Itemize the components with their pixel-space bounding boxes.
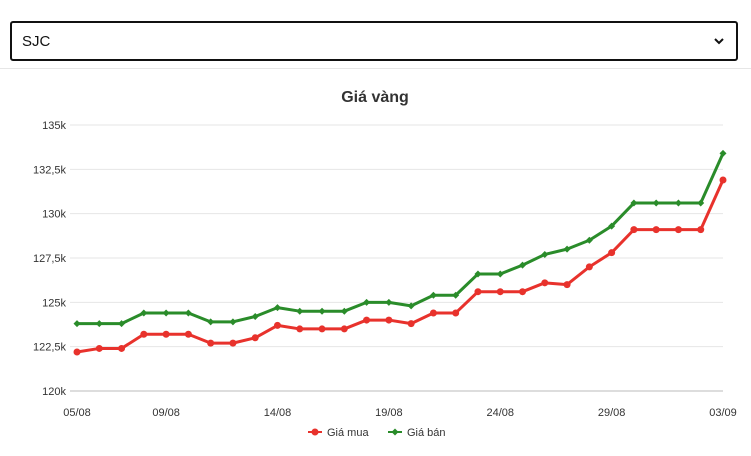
data-point <box>184 330 192 338</box>
data-point <box>95 320 103 328</box>
data-point <box>519 261 527 269</box>
chevron-down-icon <box>712 34 726 48</box>
data-point <box>585 236 593 244</box>
data-point <box>162 309 170 317</box>
legend-label: Giá bán <box>407 427 446 439</box>
data-point <box>385 298 393 306</box>
legend-marker <box>391 428 399 436</box>
x-tick-label: 14/08 <box>264 407 292 419</box>
x-tick-label: 24/08 <box>486 407 514 419</box>
data-point <box>674 199 682 207</box>
chart-container: Giá vàng 120k 122,5k 125k 127,5k 130k 132,5k 1… <box>0 68 751 450</box>
data-point <box>118 344 126 352</box>
data-point <box>251 334 259 342</box>
y-tick-label: 132,5k <box>33 164 67 176</box>
data-point <box>541 250 549 258</box>
data-point <box>318 307 326 315</box>
data-point <box>363 298 371 306</box>
data-point <box>496 270 504 278</box>
series-line <box>76 179 725 354</box>
data-point <box>652 199 660 207</box>
x-tick-label: 09/08 <box>152 407 180 419</box>
data-point <box>474 270 482 278</box>
gold-brand-select[interactable]: SJC <box>10 21 738 61</box>
data-point <box>630 199 638 207</box>
data-point <box>363 316 371 324</box>
data-point <box>452 291 460 299</box>
y-tick-label: 120k <box>42 386 66 398</box>
legend-marker <box>311 428 319 436</box>
data-point <box>541 279 549 287</box>
data-point <box>140 309 148 317</box>
data-point <box>474 288 482 296</box>
y-tick-label: 122,5k <box>33 342 67 354</box>
data-point <box>251 313 259 321</box>
data-point <box>630 226 638 234</box>
data-point <box>162 330 170 338</box>
data-point <box>385 316 393 324</box>
data-point <box>95 344 103 352</box>
x-tick-label: 29/08 <box>598 407 626 419</box>
y-tick-label: 135k <box>42 120 66 132</box>
y-tick-label: 130k <box>42 209 66 221</box>
y-tick-label: 125k <box>42 297 66 309</box>
series-line <box>77 152 725 326</box>
data-point <box>73 320 81 328</box>
data-point <box>184 309 192 317</box>
y-tick-label: 127,5k <box>33 253 67 265</box>
legend-label: Giá mua <box>327 427 369 439</box>
data-point <box>563 281 571 289</box>
data-point <box>229 318 237 326</box>
data-point <box>207 339 215 347</box>
data-point <box>273 321 281 329</box>
data-point <box>207 318 215 326</box>
data-point <box>452 309 460 317</box>
data-point <box>407 320 415 328</box>
data-point <box>563 245 571 253</box>
data-point <box>429 309 437 317</box>
data-point <box>719 149 727 157</box>
data-point <box>118 320 126 328</box>
data-point <box>652 226 660 234</box>
data-point <box>407 302 415 310</box>
data-point <box>496 288 504 296</box>
data-point <box>697 226 705 234</box>
data-point <box>608 249 616 257</box>
data-point <box>719 176 727 184</box>
data-point <box>296 307 304 315</box>
data-point <box>608 222 616 230</box>
x-tick-label: 03/09 <box>709 407 737 419</box>
data-point <box>674 226 682 234</box>
x-tick-label: 05/08 <box>63 407 91 419</box>
data-point <box>318 325 326 333</box>
chart-title: Giá vàng <box>341 89 409 106</box>
data-point <box>585 263 593 271</box>
gold-price-chart: Giá vàng 120k 122,5k 125k 127,5k 130k 132,5k 1… <box>33 89 737 439</box>
data-point <box>140 330 148 338</box>
data-point <box>519 288 527 296</box>
x-tick-label: 19/08 <box>375 407 403 419</box>
data-point <box>340 307 348 315</box>
data-point <box>340 325 348 333</box>
data-point <box>229 339 237 347</box>
select-value: SJC <box>22 32 51 50</box>
data-point <box>697 199 705 207</box>
data-point <box>296 325 304 333</box>
data-point <box>429 291 437 299</box>
data-point <box>273 304 281 312</box>
data-point <box>73 348 81 356</box>
